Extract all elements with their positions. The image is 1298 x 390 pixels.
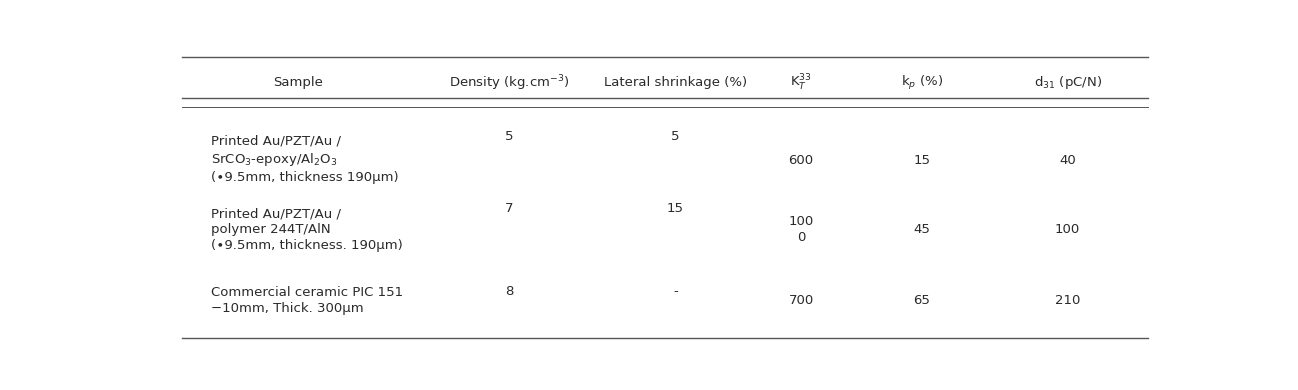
Text: 65: 65 bbox=[914, 294, 931, 307]
Text: K$^{33}_{T}$: K$^{33}_{T}$ bbox=[790, 73, 813, 93]
Text: Printed Au/PZT/Au /
polymer 244T/AlN
(∙9.5mm, thickness. 190μm): Printed Au/PZT/Au / polymer 244T/AlN (∙9… bbox=[210, 207, 402, 252]
Text: 5: 5 bbox=[505, 130, 514, 144]
Text: 5: 5 bbox=[671, 130, 680, 144]
Text: 600: 600 bbox=[788, 154, 814, 167]
Text: Sample: Sample bbox=[273, 76, 323, 89]
Text: Printed Au/PZT/Au /
SrCO$_3$-epoxy/Al$_2$O$_3$
(∙9.5mm, thickness 190μm): Printed Au/PZT/Au / SrCO$_3$-epoxy/Al$_2… bbox=[210, 135, 398, 184]
Text: Commercial ceramic PIC 151
−10mm, Thick. 300μm: Commercial ceramic PIC 151 −10mm, Thick.… bbox=[210, 286, 402, 315]
Text: 210: 210 bbox=[1055, 294, 1080, 307]
Text: 8: 8 bbox=[505, 285, 514, 298]
Text: 40: 40 bbox=[1059, 154, 1076, 167]
Text: 700: 700 bbox=[788, 294, 814, 307]
Text: -: - bbox=[672, 285, 678, 298]
Text: 100: 100 bbox=[1055, 223, 1080, 236]
Text: 45: 45 bbox=[914, 223, 931, 236]
Text: 7: 7 bbox=[505, 202, 514, 215]
Text: 100
0: 100 0 bbox=[788, 216, 814, 245]
Text: Lateral shrinkage (%): Lateral shrinkage (%) bbox=[604, 76, 746, 89]
Text: d$_{31}$ (pC/N): d$_{31}$ (pC/N) bbox=[1033, 74, 1102, 91]
Text: 15: 15 bbox=[667, 202, 684, 215]
Text: k$_{p}$ (%): k$_{p}$ (%) bbox=[901, 74, 942, 92]
Text: 15: 15 bbox=[914, 154, 931, 167]
Text: Density (kg.cm$^{-3}$): Density (kg.cm$^{-3}$) bbox=[449, 73, 570, 93]
